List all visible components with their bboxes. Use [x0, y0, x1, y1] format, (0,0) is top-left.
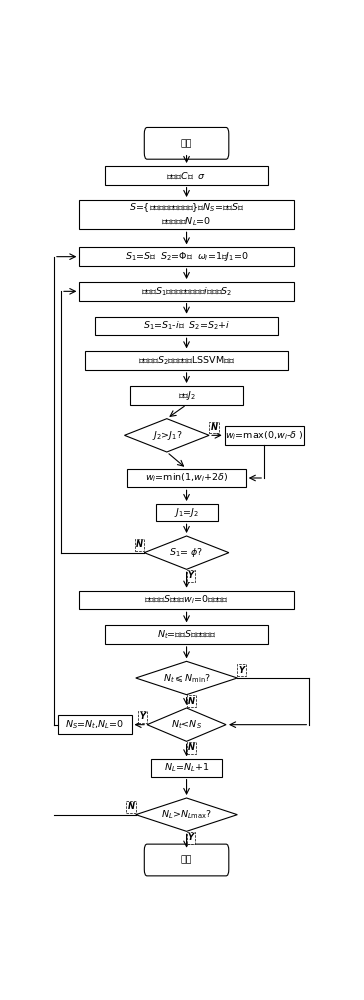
- Text: $N_L$>$N_{L\mathrm{max}}$?: $N_L$>$N_{L\mathrm{max}}$?: [161, 808, 212, 821]
- Polygon shape: [136, 798, 237, 831]
- Text: $N_S$=$N_t$,$N_L$=0: $N_S$=$N_t$,$N_L$=0: [66, 718, 124, 731]
- Bar: [151, 759, 222, 777]
- Text: $S$={所有波长点序号集合}，$N_S$=集合$S$中
元素数量，$N_L$=0: $S$={所有波长点序号集合}，$N_S$=集合$S$中 元素数量，$N_L$=…: [129, 201, 244, 228]
- Polygon shape: [147, 708, 226, 741]
- Text: 初始化$C$，  $\sigma$: 初始化$C$， $\sigma$: [166, 170, 207, 181]
- Text: $S_1$=$S_1$-$i$，  $S_2$=$S_2$+$i$: $S_1$=$S_1$-$i$， $S_2$=$S_2$+$i$: [143, 320, 230, 332]
- Text: N: N: [136, 540, 143, 549]
- Bar: [127, 469, 246, 487]
- Text: Y: Y: [139, 712, 146, 721]
- FancyBboxPatch shape: [144, 844, 229, 876]
- Text: 利用集合$S_2$中波长建立LSSVM模型: 利用集合$S_2$中波长建立LSSVM模型: [138, 354, 235, 367]
- Bar: [95, 317, 278, 335]
- Text: $N_t$<$N_S$: $N_t$<$N_S$: [171, 718, 202, 731]
- Text: $N_L$=$N_L$+1: $N_L$=$N_L$+1: [164, 762, 209, 774]
- Text: Y: Y: [188, 571, 194, 580]
- Text: N: N: [127, 802, 134, 811]
- FancyBboxPatch shape: [144, 127, 229, 159]
- Bar: [79, 591, 294, 609]
- Bar: [85, 351, 288, 370]
- Text: $J_2$>$J_1$?: $J_2$>$J_1$?: [151, 429, 182, 442]
- Bar: [105, 166, 268, 185]
- Text: $S_1$=$S$，  $S_2$=$\Phi$，  $\omega_i$=1，$J_1$=0: $S_1$=$S$， $S_2$=$\Phi$， $\omega_i$=1，$J…: [125, 250, 248, 263]
- Polygon shape: [136, 661, 237, 695]
- Text: N: N: [210, 423, 218, 432]
- Text: $S_1$= $\phi$?: $S_1$= $\phi$?: [170, 546, 203, 559]
- Text: $N_t$$\leqslant$$N_{\mathrm{min}}$?: $N_t$$\leqslant$$N_{\mathrm{min}}$?: [163, 672, 210, 684]
- Bar: [155, 504, 218, 521]
- Text: 开始: 开始: [181, 139, 192, 148]
- Text: N: N: [188, 743, 195, 752]
- Text: N: N: [188, 697, 195, 706]
- Text: Y: Y: [239, 666, 245, 675]
- Text: $J_1$=$J_2$: $J_1$=$J_2$: [174, 506, 199, 519]
- Text: 随机从$S_1$中选择一个波长点$i$添加到$S_2$: 随机从$S_1$中选择一个波长点$i$添加到$S_2$: [141, 285, 232, 298]
- Text: 计算$J_2$: 计算$J_2$: [178, 389, 195, 402]
- Text: 删除集合$S$中所有$w_i$=0的波长点: 删除集合$S$中所有$w_i$=0的波长点: [144, 594, 229, 606]
- Bar: [105, 625, 268, 644]
- Text: Y: Y: [188, 833, 194, 842]
- Bar: [79, 200, 294, 229]
- Polygon shape: [144, 536, 229, 569]
- Text: 结束: 结束: [181, 856, 192, 864]
- Text: $N_t$=集合$S$中元素数量: $N_t$=集合$S$中元素数量: [157, 628, 216, 641]
- Bar: [79, 282, 294, 301]
- Text: $w_i$=min(1,$w_i$+2$\delta$): $w_i$=min(1,$w_i$+2$\delta$): [145, 472, 228, 484]
- Bar: [130, 386, 243, 405]
- Bar: [58, 715, 131, 734]
- Bar: [79, 247, 294, 266]
- Text: $w_i$=max(0,$w_i$-$\delta$ ): $w_i$=max(0,$w_i$-$\delta$ ): [225, 429, 303, 442]
- Polygon shape: [124, 419, 209, 452]
- Bar: [225, 426, 304, 445]
